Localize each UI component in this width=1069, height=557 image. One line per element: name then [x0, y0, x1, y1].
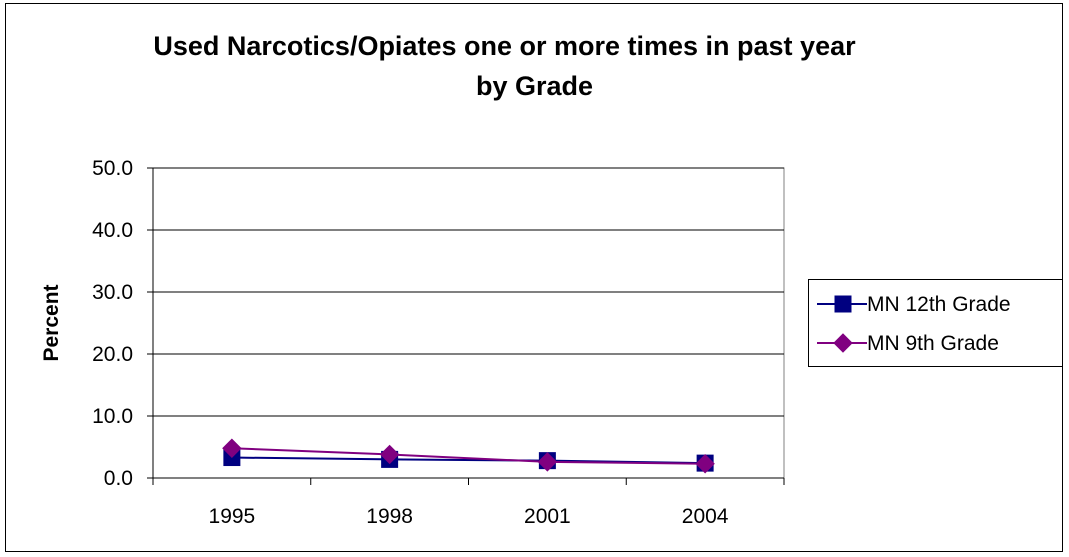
legend-label-9th-grade: MN 9th Grade [867, 332, 999, 355]
x-tick-label: 2001 [524, 505, 571, 528]
x-tick-label: 1995 [209, 505, 256, 528]
plot-area [152, 167, 785, 479]
y-axis-label: Percent [40, 284, 63, 361]
y-tick-label: 50.0 [92, 157, 133, 180]
data-point-9th-grade [537, 452, 558, 472]
legend-swatch-9th-grade [817, 333, 867, 353]
legend-item-12th-grade: MN 12th Grade [809, 290, 1062, 320]
y-tick-label: 10.0 [92, 405, 133, 428]
chart-legend: MN 12th Grade MN 9th Grade [808, 279, 1063, 367]
legend-item-9th-grade: MN 9th Grade [809, 329, 1062, 359]
data-point-9th-grade [222, 438, 242, 458]
y-tick-label: 0.0 [104, 467, 133, 490]
legend-swatch-12th-grade [817, 295, 867, 313]
series-line-1 [231, 447, 706, 465]
legend-label-12th-grade: MN 12th Grade [867, 293, 1011, 316]
chart-title-line1: Used Narcotics/Opiates one or more times… [153, 31, 856, 61]
y-tick-label: 40.0 [92, 219, 133, 242]
y-tick-label: 30.0 [92, 281, 133, 304]
chart-title-line2: by Grade [475, 71, 594, 101]
x-tick-label: 1998 [366, 505, 413, 528]
data-point-9th-grade [695, 454, 715, 474]
x-tick-label: 2004 [682, 505, 729, 528]
data-point-9th-grade [379, 444, 400, 465]
y-tick-label: 20.0 [92, 343, 133, 366]
